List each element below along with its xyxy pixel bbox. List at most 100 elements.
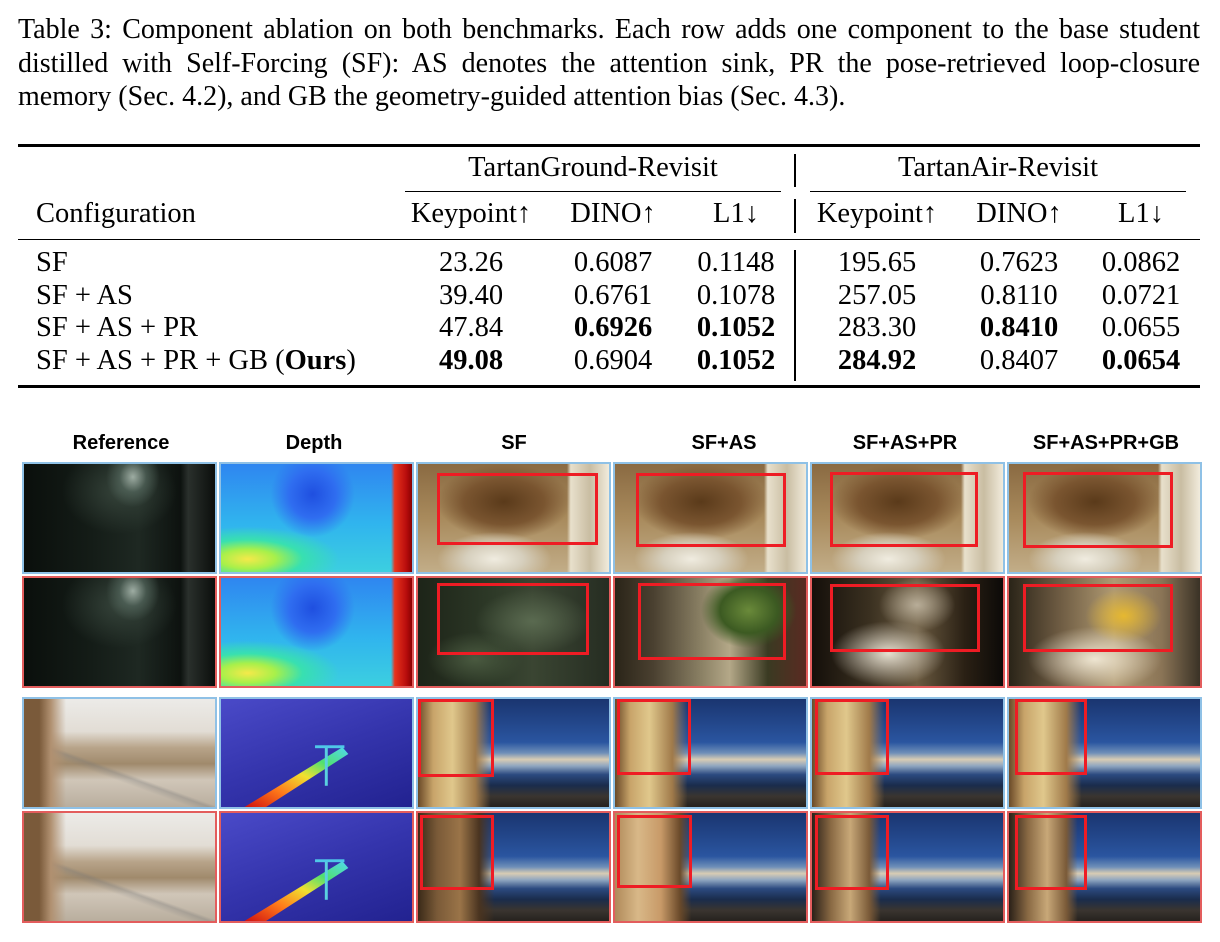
mid-rule xyxy=(18,239,1200,241)
cell-keypoint-tartanair: 283.30 xyxy=(837,312,917,344)
row-label: SF + AS + PR + GB (Ours) xyxy=(36,345,356,377)
sf-as-pr-gb-output-image xyxy=(1007,697,1202,809)
depth-map xyxy=(219,462,414,574)
col-header-l1-tartanair: L1↓ xyxy=(1118,198,1164,229)
row-label: SF + AS xyxy=(36,280,133,312)
cell-keypoint-tartanair: 284.92 xyxy=(837,345,917,377)
col-header-keypoint-tartanair: Keypoint↑ xyxy=(816,198,938,229)
sf-as-pr-output-image xyxy=(810,697,1005,809)
sf-as-output-image xyxy=(613,462,808,574)
cell-dino-tartanair: 0.8410 xyxy=(979,312,1059,344)
sf-output-image xyxy=(416,811,611,923)
row-label-text: SF + AS + PR xyxy=(36,312,199,344)
reference-image xyxy=(22,462,217,574)
sf-as-output-image xyxy=(613,576,808,688)
fig-label-sf: SF xyxy=(501,432,527,454)
fig-label-sf-as-pr-gb: SF+AS+PR+GB xyxy=(1032,432,1180,454)
fig-label-sf-as: SF+AS xyxy=(691,432,757,454)
bottom-rule xyxy=(18,385,1200,388)
group-header-tartanair: TartanAir-Revisit xyxy=(897,152,1099,183)
cell-l1-tartanground: 0.1148 xyxy=(697,247,775,278)
cell-l1-tartanground: 0.1052 xyxy=(696,345,776,377)
cell-dino-tartanair: 0.7623 xyxy=(979,247,1059,278)
reference-image xyxy=(22,697,217,809)
cell-l1-tartanair: 0.0721 xyxy=(1101,279,1181,311)
highlight-box xyxy=(1015,699,1087,775)
highlight-box xyxy=(830,472,978,547)
fig-label-reference: Reference xyxy=(72,432,170,454)
group-underline-tartanair xyxy=(810,191,1186,193)
group-header-tartanground: TartanGround-Revisit xyxy=(468,152,718,183)
sf-as-pr-output-image xyxy=(810,462,1005,574)
sf-as-output-image xyxy=(613,811,808,923)
table-body: SF 23.26 0.6087 0.1148 195.65 0.7623 0.0862 SF … xyxy=(0,0,1220,400)
sf-output-image xyxy=(416,462,611,574)
highlight-box xyxy=(638,583,786,660)
top-rule xyxy=(18,144,1200,147)
group-underline-tartanground xyxy=(405,191,781,193)
highlight-box xyxy=(815,699,889,775)
column-separator xyxy=(794,250,796,381)
cell-l1-tartanair: 0.0654 xyxy=(1101,345,1181,377)
col-header-dino-tartanair: DINO↑ xyxy=(976,198,1062,229)
highlight-box xyxy=(437,583,589,655)
cell-dino-tartanground: 0.6926 xyxy=(573,312,653,344)
caption-line: Table 3: Component ablation on both benc… xyxy=(18,14,1200,45)
cell-dino-tartanair: 0.8407 xyxy=(979,345,1059,377)
highlight-box xyxy=(437,473,598,545)
cell-l1-tartanground: 0.1078 xyxy=(696,279,776,311)
caption-line: distilled with Self-Forcing (SF): AS den… xyxy=(18,47,1200,79)
table-caption: Table 3: Component ablation on both benc… xyxy=(18,13,1200,114)
reference-image xyxy=(22,576,217,688)
ours-marker: Ours xyxy=(284,345,347,377)
cell-keypoint-tartanground: 23.26 xyxy=(438,247,504,278)
cell-l1-tartanair: 0.0655 xyxy=(1101,312,1181,344)
table-row: SF + AS 39.40 0.6761 0.1078 257.05 0.8110 0.07… xyxy=(0,280,1220,312)
highlight-box xyxy=(617,815,692,888)
highlight-box xyxy=(617,699,691,775)
cell-l1-tartanair: 0.0862 xyxy=(1101,247,1181,278)
fig-label-depth: Depth xyxy=(285,432,343,454)
cell-keypoint-tartanground: 49.08 xyxy=(438,345,504,377)
depth-map xyxy=(219,697,414,809)
col-header-l1-tartanground: L1↓ xyxy=(713,198,759,229)
sf-output-image xyxy=(416,697,611,809)
row-label-text: SF xyxy=(36,247,68,278)
column-separator xyxy=(794,154,796,187)
col-header-configuration: Configuration xyxy=(36,198,196,229)
sf-as-pr-gb-output-image xyxy=(1007,811,1202,923)
cell-keypoint-tartanair: 257.05 xyxy=(837,279,917,311)
highlight-box xyxy=(1023,472,1173,548)
sf-as-output-image xyxy=(613,697,808,809)
row-label: SF xyxy=(36,247,68,279)
highlight-box xyxy=(420,815,494,890)
cell-l1-tartanground: 0.1052 xyxy=(696,312,776,344)
depth-railing xyxy=(244,745,349,807)
table-row: SF + AS + PR + GB (Ours) 49.08 0.6904 0.105… xyxy=(0,345,1220,377)
col-header-dino-tartanground: DINO↑ xyxy=(570,198,656,229)
highlight-box xyxy=(830,584,980,652)
sf-as-pr-output-image xyxy=(810,811,1005,923)
depth-map xyxy=(219,576,414,688)
column-header-row: Configuration Keypoint↑ DINO↑ L1↓ Keypoint↑… xyxy=(0,198,1220,230)
cell-dino-tartanground: 0.6087 xyxy=(573,247,653,278)
row-label: SF + AS + PR xyxy=(36,312,198,344)
depth-map xyxy=(219,811,414,923)
caption-line: memory (Sec. 4.2), and GB the geometry-g… xyxy=(18,81,846,112)
highlight-box xyxy=(1015,815,1087,890)
col-header-keypoint-tartanground: Keypoint↑ xyxy=(410,198,532,229)
row-label-text: ) xyxy=(346,345,356,377)
row-label-text: SF + AS xyxy=(36,279,133,311)
reference-image xyxy=(22,811,217,923)
sf-as-pr-output-image xyxy=(810,576,1005,688)
cell-dino-tartanground: 0.6904 xyxy=(573,345,653,377)
column-separator xyxy=(794,199,796,233)
highlight-box xyxy=(1023,584,1173,652)
highlight-box xyxy=(636,473,786,547)
sf-as-pr-gb-output-image xyxy=(1007,576,1202,688)
cell-keypoint-tartanground: 47.84 xyxy=(438,312,504,344)
fig-label-sf-as-pr: SF+AS+PR xyxy=(852,432,958,454)
cell-keypoint-tartanground: 39.40 xyxy=(438,279,504,311)
table-row: SF 23.26 0.6087 0.1148 195.65 0.7623 0.0862 xyxy=(0,247,1220,279)
